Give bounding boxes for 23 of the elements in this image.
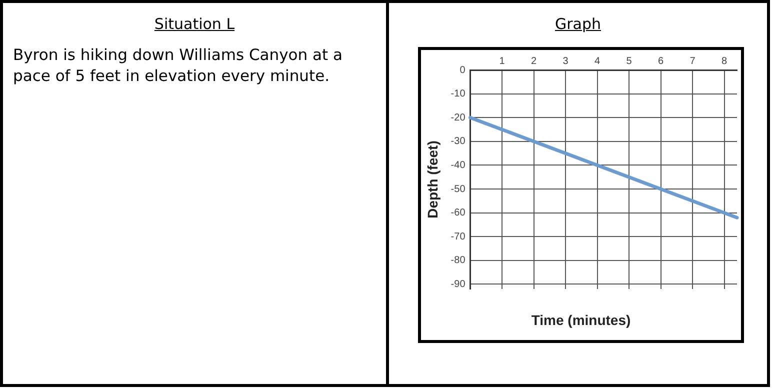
- x-tick-label: 6: [658, 56, 664, 67]
- x-tick-label: 3: [562, 56, 569, 67]
- y-tick-label: -10: [450, 88, 466, 100]
- y-axis-title: Depth (feet): [424, 140, 440, 218]
- y-tick-label: 0: [460, 64, 466, 76]
- x-tick-label: 5: [626, 56, 632, 67]
- x-tick-label: 1: [499, 56, 506, 67]
- y-tick-label: -30: [450, 136, 466, 148]
- chart-title: Graph: [554, 15, 602, 35]
- x-axis-title: Time (minutes): [530, 312, 632, 328]
- y-tick-label: -50: [450, 184, 466, 195]
- y-tick-label: -40: [450, 160, 466, 171]
- x-tick-label: 4: [594, 56, 600, 67]
- y-tick-label: -80: [450, 255, 466, 266]
- text: Situation L: [153, 15, 236, 35]
- x-tick-label: 8: [722, 56, 728, 67]
- y-tick-label: -60: [450, 208, 466, 219]
- y-tick-label: -90: [450, 278, 466, 290]
- text: Byron is hiking down Williams Canyon at a pace of 5 feet in elevation every minute.: [12, 45, 344, 87]
- y-tick-label: -70: [450, 231, 466, 242]
- x-tick-label: 7: [690, 56, 696, 67]
- x-tick-label: 2: [530, 56, 537, 67]
- y-tick-label: -20: [450, 112, 466, 124]
